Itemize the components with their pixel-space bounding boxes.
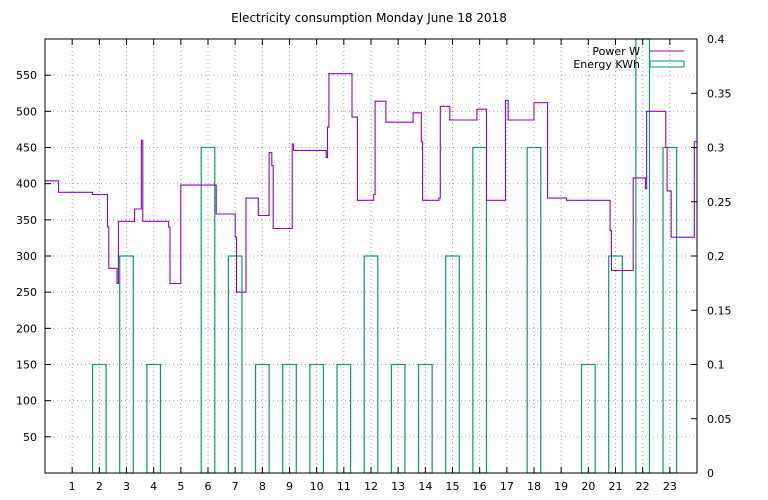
x-tick-label: 10 [310,480,324,493]
y-left-tick-label: 350 [16,214,37,227]
y-right-tick-label: 0.1 [707,359,725,372]
y-right-tick-label: 0.4 [707,33,725,46]
x-tick-label: 8 [259,480,266,493]
y-left-tick-label: 250 [16,286,37,299]
x-tick-label: 20 [581,480,595,493]
legend: Power W Energy KWh [573,45,685,71]
energy-bar [254,363,270,474]
y-right-axis-ticks: 0 0.05 0.1 0.15 0.2 0.25 0.3 0.35 0.4 [691,33,732,480]
x-tick-label: 12 [364,480,378,493]
x-tick-label: 16 [473,480,487,493]
power-line-group [45,73,697,293]
x-tick-label: 7 [232,480,239,493]
energy-bar [200,146,216,474]
x-tick-label: 15 [446,480,460,493]
y-right-tick-label: 0.2 [707,250,725,263]
x-tick-label: 2 [96,480,103,493]
x-tick-label: 18 [527,480,541,493]
x-tick-label: 21 [609,480,623,493]
y-left-tick-label: 400 [16,178,37,191]
legend-label-energy: Energy KWh [573,58,640,71]
x-axis-ticks: 1 2 3 4 5 6 7 8 9 10 11 12 13 14 15 16 17 18 19 20 21 22 23 [69,39,677,493]
energy-bar [390,363,406,474]
y-right-tick-label: 0 [707,467,714,480]
energy-bar [146,363,162,474]
y-left-tick-label: 50 [23,431,37,444]
x-tick-label: 19 [554,480,568,493]
y-left-axis-ticks: 50 100 150 200 250 300 350 400 450 500 550 [16,69,51,444]
y-left-tick-label: 500 [16,105,37,118]
x-tick-label: 9 [286,480,293,493]
energy-bar [417,363,433,474]
legend-label-power: Power W [592,45,640,58]
x-tick-label: 3 [123,480,130,493]
x-tick-label: 13 [391,480,405,493]
x-tick-label: 17 [500,480,514,493]
energy-bar [580,363,596,474]
y-left-tick-label: 200 [16,322,37,335]
x-tick-label: 11 [337,480,351,493]
legend-swatch-energy [649,60,685,68]
chart-title: Electricity consumption Monday June 18 2… [231,11,507,25]
energy-bar [662,146,678,474]
y-right-tick-label: 0.05 [707,413,732,426]
x-tick-label: 14 [418,480,432,493]
x-tick-label: 4 [150,480,157,493]
y-left-tick-label: 450 [16,142,37,155]
energy-bar [472,146,488,474]
energy-bar [526,146,542,474]
energy-bar [363,255,379,474]
energy-bar [336,363,352,474]
x-tick-label: 22 [636,480,650,493]
energy-bar [282,363,297,474]
y-left-tick-label: 300 [16,250,37,263]
y-left-tick-label: 550 [16,69,37,82]
y-left-tick-label: 100 [16,395,37,408]
energy-bar [608,255,623,474]
y-right-tick-label: 0.15 [707,304,732,317]
x-tick-label: 5 [177,480,184,493]
y-left-tick-label: 150 [16,359,37,372]
x-tick-label: 6 [205,480,212,493]
y-right-tick-label: 0.35 [707,87,732,100]
energy-bar [227,255,243,474]
x-tick-label: 1 [69,480,76,493]
x-tick-label: 23 [663,480,677,493]
energy-bar [91,363,107,474]
energy-bar [309,363,325,474]
y-right-tick-label: 0.3 [707,142,725,155]
y-right-tick-label: 0.25 [707,196,732,209]
power-series-line [45,73,697,293]
